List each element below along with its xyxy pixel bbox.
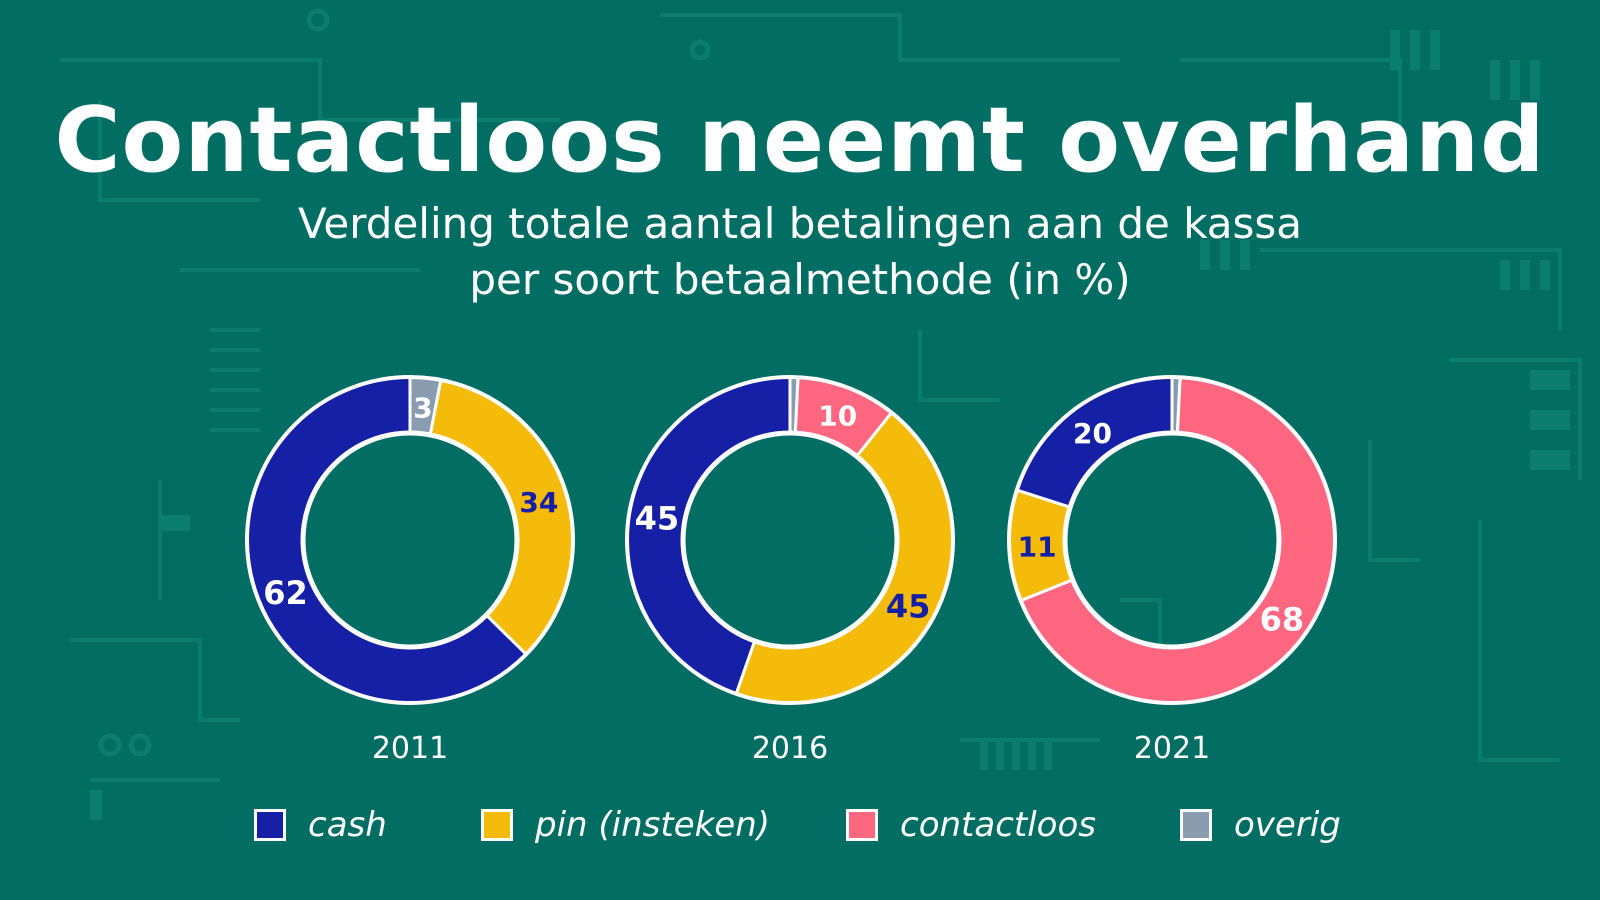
legend: cash pin (insteken) contactloos overig: [0, 800, 1600, 850]
donut-2011: 3 34 62: [245, 375, 575, 705]
inner-ring-2021: [1062, 430, 1282, 650]
page-subtitle: Verdeling totale aantal betalingen aan d…: [0, 196, 1600, 308]
slice-label-2021-pin: 11: [1018, 531, 1057, 564]
slice-label-2021-cash: 20: [1073, 417, 1112, 450]
legend-item-overig: overig: [1180, 800, 1341, 850]
donut-2016: 10 45 45: [625, 375, 955, 705]
year-label-2016: 2016: [752, 731, 828, 766]
legend-label-cash: cash: [308, 805, 387, 845]
subtitle-line-2: per soort betaalmethode (in %): [469, 255, 1131, 304]
year-label-2021: 2021: [1134, 731, 1210, 766]
legend-swatch-pin: [481, 809, 513, 841]
slice-label-2011-overig: 3: [413, 392, 432, 425]
slice-label-2016-contactloos: 10: [818, 400, 857, 433]
inner-ring-2016: [680, 430, 900, 650]
year-label-2011: 2011: [372, 731, 448, 766]
legend-item-pin: pin (insteken): [481, 800, 770, 850]
outer-ring-2016: [625, 375, 955, 705]
slice-2016-pin: [734, 410, 955, 705]
slice-label-2016-cash: 45: [635, 499, 680, 537]
donut-2021: 68 11 20: [1007, 375, 1337, 705]
legend-swatch-overig: [1180, 809, 1212, 841]
slice-label-2016-pin: 45: [886, 587, 931, 625]
legend-label-overig: overig: [1234, 805, 1341, 845]
slice-label-2011-pin: 34: [519, 486, 558, 519]
legend-label-contactloos: contactloos: [900, 805, 1096, 845]
legend-swatch-cash: [254, 809, 286, 841]
legend-label-pin: pin (insteken): [535, 805, 771, 845]
slice-label-2021-contactloos: 68: [1260, 600, 1305, 638]
legend-item-cash: cash: [254, 800, 387, 850]
legend-swatch-contactloos: [846, 809, 878, 841]
legend-item-contactloos: contactloos: [846, 800, 1096, 850]
page-title: Contactloos neemt overhand: [54, 88, 1546, 193]
slice-label-2011-cash: 62: [263, 574, 308, 612]
inner-ring-2011: [300, 430, 520, 650]
subtitle-line-1: Verdeling totale aantal betalingen aan d…: [297, 199, 1303, 248]
outer-ring-2011: [245, 375, 575, 705]
outer-ring-2021: [1007, 375, 1337, 705]
